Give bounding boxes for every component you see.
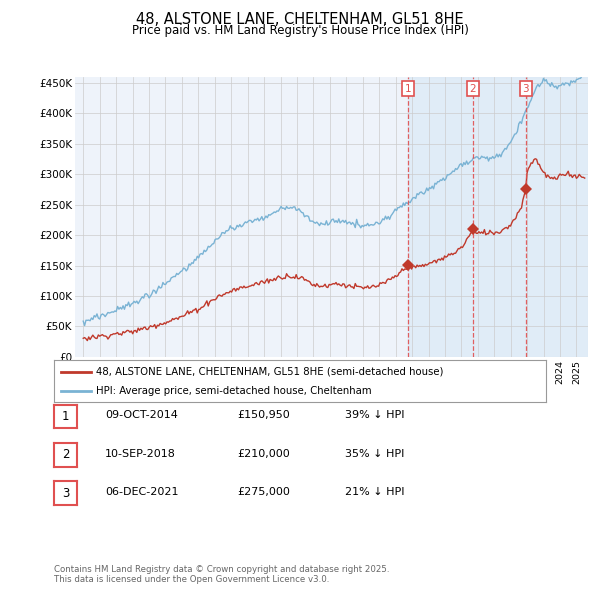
- Text: 2: 2: [62, 448, 69, 461]
- Text: 21% ↓ HPI: 21% ↓ HPI: [345, 487, 404, 497]
- Text: 09-OCT-2014: 09-OCT-2014: [105, 411, 178, 420]
- Text: Contains HM Land Registry data © Crown copyright and database right 2025.
This d: Contains HM Land Registry data © Crown c…: [54, 565, 389, 584]
- Text: 48, ALSTONE LANE, CHELTENHAM, GL51 8HE: 48, ALSTONE LANE, CHELTENHAM, GL51 8HE: [136, 12, 464, 27]
- Text: Price paid vs. HM Land Registry's House Price Index (HPI): Price paid vs. HM Land Registry's House …: [131, 24, 469, 37]
- Text: 39% ↓ HPI: 39% ↓ HPI: [345, 411, 404, 420]
- Text: 2: 2: [469, 84, 476, 94]
- Text: £210,000: £210,000: [237, 449, 290, 458]
- Text: £150,950: £150,950: [237, 411, 290, 420]
- Text: 1: 1: [405, 84, 412, 94]
- Text: 48, ALSTONE LANE, CHELTENHAM, GL51 8HE (semi-detached house): 48, ALSTONE LANE, CHELTENHAM, GL51 8HE (…: [96, 367, 443, 377]
- Text: 06-DEC-2021: 06-DEC-2021: [105, 487, 179, 497]
- Text: 3: 3: [523, 84, 529, 94]
- Text: 3: 3: [62, 487, 69, 500]
- Text: £275,000: £275,000: [237, 487, 290, 497]
- Text: HPI: Average price, semi-detached house, Cheltenham: HPI: Average price, semi-detached house,…: [96, 386, 371, 396]
- Text: 10-SEP-2018: 10-SEP-2018: [105, 449, 176, 458]
- Text: 1: 1: [62, 410, 69, 423]
- Bar: [408, 77, 588, 357]
- Text: 35% ↓ HPI: 35% ↓ HPI: [345, 449, 404, 458]
